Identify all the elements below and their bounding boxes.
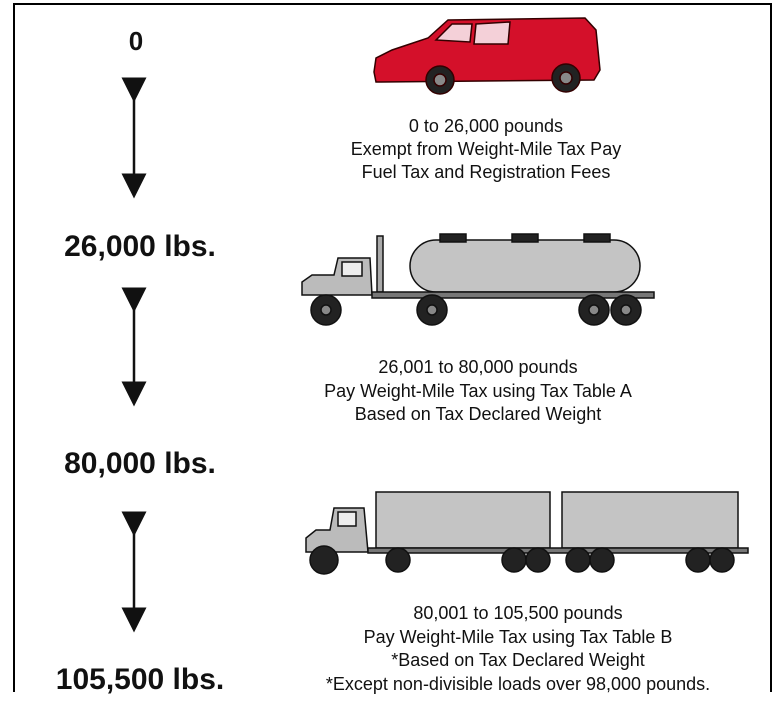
tier-line: *Based on Tax Declared Weight [391,650,645,670]
tier-3-text: 80,001 to 105,500 pounds Pay Weight-Mile… [326,603,710,694]
tier-line: 0 to 26,000 pounds [409,116,563,136]
tier-1-text: 0 to 26,000 pounds Exempt from Weight-Mi… [351,116,621,182]
van-icon [374,18,600,94]
diagram: 0 26,000 lbs. 80,000 lbs. 105,500 lbs. [0,0,776,715]
weight-label: 26,000 lbs. [64,230,216,263]
tier-line: 26,001 to 80,000 pounds [378,357,577,377]
weight-label: 0 [129,26,143,56]
frame [14,4,771,692]
tier-2-text: 26,001 to 80,000 pounds Pay Weight-Mile … [324,357,632,424]
tier-line: Exempt from Weight-Mile Tax Pay [351,139,621,159]
tier-line: 80,001 to 105,500 pounds [413,603,622,623]
tier-line: Pay Weight-Mile Tax using Tax Table B [364,627,673,647]
tier-line: Based on Tax Declared Weight [355,404,601,424]
tier-line: Fuel Tax and Registration Fees [362,162,611,182]
tier-line: *Except non-divisible loads over 98,000 … [326,674,710,694]
tier-line: Pay Weight-Mile Tax using Tax Table A [324,381,632,401]
double-trailer-icon [306,492,748,574]
tanker-icon [302,234,654,325]
weight-label: 80,000 lbs. [64,447,216,480]
weight-label: 105,500 lbs. [56,663,224,696]
